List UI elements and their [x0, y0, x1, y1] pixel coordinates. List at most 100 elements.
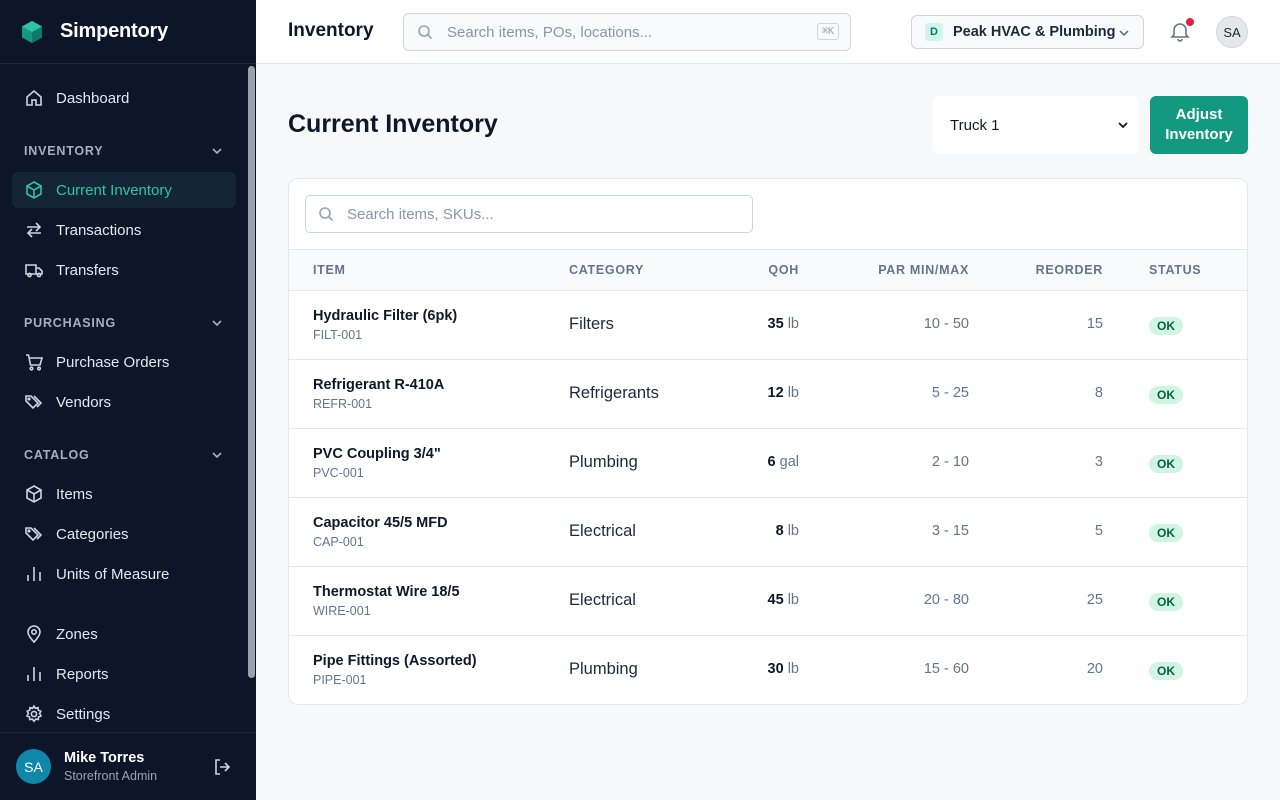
- item-reorder: 5: [1094, 523, 1103, 539]
- item-reorder: 15: [1086, 316, 1103, 332]
- column-header-qoh[interactable]: QOH: [768, 263, 799, 277]
- bell-icon[interactable]: [1169, 20, 1191, 42]
- table-row[interactable]: Capacitor 45/5 MFD CAP-001 Electrical 8 lb 3…: [289, 498, 1247, 567]
- location-select[interactable]: Truck 1: [933, 96, 1138, 154]
- chevron-down-icon: [212, 148, 222, 155]
- sidebar-item-dashboard[interactable]: Dashboard: [12, 80, 236, 116]
- item-sku: WIRE-001: [313, 604, 371, 618]
- item-category: Refrigerants: [569, 384, 659, 402]
- item-sku: PVC-001: [313, 466, 364, 480]
- page-heading: Current Inventory: [288, 110, 498, 138]
- org-name: Peak HVAC & Plumbing: [953, 24, 1116, 40]
- item-name: Pipe Fittings (Assorted): [313, 653, 477, 669]
- global-search[interactable]: ⌘K: [403, 13, 851, 51]
- logout-icon[interactable]: [212, 757, 232, 777]
- item-par: 15 - 60: [923, 661, 969, 677]
- chevron-down-icon: [1119, 30, 1129, 37]
- brand-name: Simpentory: [60, 20, 169, 42]
- table-row[interactable]: Pipe Fittings (Assorted) PIPE-001 Plumbing…: [289, 636, 1247, 704]
- table-search-input[interactable]: [347, 205, 747, 223]
- table-header: ITEM CATEGORY QOH PAR MIN/MAX REORDER ST…: [289, 249, 1247, 291]
- avatar[interactable]: SA: [1216, 16, 1248, 48]
- page-title: Inventory: [288, 20, 374, 41]
- sidebar-item-label: Dashboard: [56, 89, 130, 107]
- global-search-input[interactable]: [447, 23, 797, 41]
- item-par: 2 - 10: [931, 454, 969, 470]
- sidebar-item-zones[interactable]: Zones: [12, 616, 236, 652]
- sidebar-item-categories[interactable]: Categories: [12, 516, 236, 552]
- sidebar-item-units-of-measure[interactable]: Units of Measure: [12, 556, 236, 592]
- section-inventory[interactable]: INVENTORY: [24, 141, 224, 161]
- adjust-inventory-button[interactable]: Adjust Inventory: [1150, 96, 1248, 154]
- arrows-swap-icon: [26, 222, 42, 238]
- status-badge: OK: [1149, 593, 1183, 611]
- sidebar-item-purchase-orders[interactable]: Purchase Orders: [12, 344, 236, 380]
- sidebar-item-settings[interactable]: Settings: [12, 696, 236, 732]
- sidebar-item-current-inventory[interactable]: Current Inventory: [12, 172, 236, 208]
- bar-chart-icon: [27, 567, 41, 581]
- brand[interactable]: Simpentory: [0, 0, 256, 64]
- item-category: Electrical: [569, 591, 636, 609]
- item-name: PVC Coupling 3/4": [313, 446, 441, 462]
- sidebar-item-items[interactable]: Items: [12, 476, 236, 512]
- item-reorder: 25: [1086, 592, 1103, 608]
- item-name: Hydraulic Filter (6pk): [313, 308, 458, 324]
- item-category: Filters: [569, 315, 614, 333]
- sidebar-item-label: Transfers: [56, 261, 119, 279]
- box-icon: [26, 485, 42, 503]
- bar-chart-icon: [27, 667, 41, 681]
- sidebar-item-vendors[interactable]: Vendors: [12, 384, 236, 420]
- table-row[interactable]: Refrigerant R-410A REFR-001 Refrigerants 12…: [289, 360, 1247, 429]
- user-name: Mike Torres: [64, 750, 145, 766]
- box-icon: [26, 181, 42, 199]
- table-search[interactable]: [305, 195, 753, 233]
- sidebar-item-label: Categories: [56, 525, 129, 543]
- sidebar-item-label: Zones: [56, 625, 98, 643]
- sidebar: Simpentory Dashboard INVENTORY Current I…: [0, 0, 256, 800]
- section-catalog[interactable]: CATALOG: [24, 445, 224, 465]
- sidebar-item-label: Units of Measure: [56, 565, 170, 583]
- sidebar-item-label: Items: [56, 485, 93, 503]
- column-header-item[interactable]: ITEM: [313, 263, 346, 277]
- sidebar-item-reports[interactable]: Reports: [12, 656, 236, 692]
- location-select-value: Truck 1: [950, 116, 1000, 134]
- map-pin-icon: [27, 625, 41, 644]
- organization-select[interactable]: D Peak HVAC & Plumbing: [911, 15, 1144, 49]
- brand-logo-icon: [22, 20, 42, 43]
- sidebar-item-transfers[interactable]: Transfers: [12, 252, 236, 288]
- sidebar-item-label: Transactions: [56, 221, 142, 239]
- item-par: 5 - 25: [931, 385, 969, 401]
- item-name: Refrigerant R-410A: [313, 377, 445, 393]
- section-purchasing[interactable]: PURCHASING: [24, 313, 224, 333]
- qoh-unit: lb: [787, 316, 799, 332]
- sidebar-item-label: Current Inventory: [56, 181, 172, 199]
- search-icon: [418, 25, 433, 40]
- column-header-reorder[interactable]: REORDER: [1035, 263, 1103, 277]
- column-header-category[interactable]: CATEGORY: [569, 263, 645, 277]
- chevron-down-icon: [212, 452, 222, 459]
- sidebar-nav: Dashboard INVENTORY Current Inventory Tr…: [0, 64, 256, 732]
- table-row[interactable]: Thermostat Wire 18/5 WIRE-001 Electrical 45…: [289, 567, 1247, 636]
- avatar[interactable]: SA: [16, 749, 51, 784]
- item-reorder: 3: [1094, 454, 1103, 470]
- item-sku: PIPE-001: [313, 673, 367, 687]
- column-header-par[interactable]: PAR MIN/MAX: [878, 263, 969, 277]
- tags-icon: [25, 395, 43, 410]
- item-qoh: 45 lb: [768, 592, 799, 608]
- notification-dot: [1186, 18, 1194, 26]
- status-badge: OK: [1149, 386, 1183, 404]
- sidebar-scrollbar[interactable]: [248, 66, 255, 678]
- org-badge: D: [925, 23, 943, 41]
- column-header-status[interactable]: STATUS: [1149, 263, 1202, 277]
- qoh-value: 8: [775, 523, 784, 539]
- item-reorder: 8: [1094, 385, 1103, 401]
- table-row[interactable]: PVC Coupling 3/4" PVC-001 Plumbing 6 gal 2 -…: [289, 429, 1247, 498]
- status-badge: OK: [1149, 317, 1183, 335]
- item-qoh: 12 lb: [768, 385, 799, 401]
- sidebar-item-transactions[interactable]: Transactions: [12, 212, 236, 248]
- table-row[interactable]: Hydraulic Filter (6pk) FILT-001 Filters 35 …: [289, 291, 1247, 360]
- item-sku: FILT-001: [313, 328, 363, 342]
- qoh-unit: lb: [787, 592, 799, 608]
- item-category: Plumbing: [569, 453, 638, 471]
- sidebar-item-label: Purchase Orders: [56, 353, 170, 371]
